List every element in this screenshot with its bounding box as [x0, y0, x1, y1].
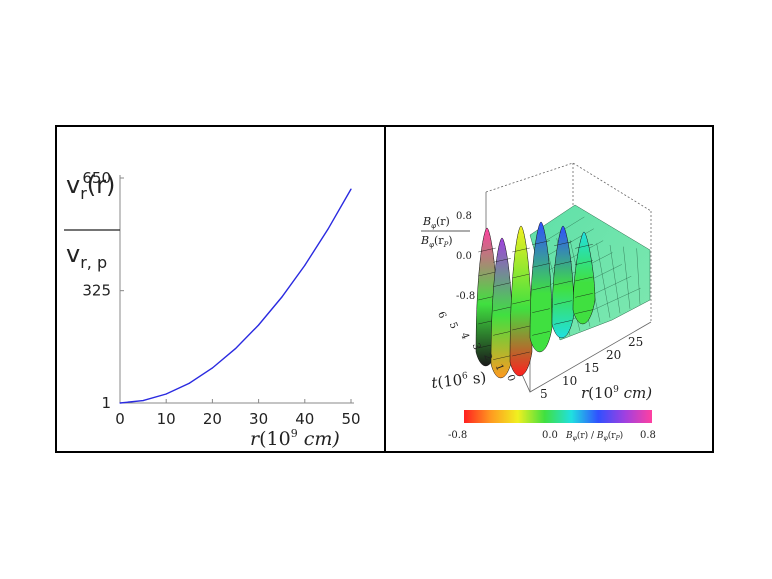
ridge-mesh-line [493, 282, 511, 287]
series-point [142, 399, 144, 402]
ridge-mesh-line [512, 325, 530, 331]
colorbar-min-label: -0.8 [448, 430, 467, 441]
series-point [188, 382, 190, 384]
ridge-mesh-line [478, 271, 496, 277]
colorbar-max-label: 0.8 [640, 430, 656, 441]
series-point [165, 393, 167, 395]
zlabel-den: Bφ(rP) [420, 234, 453, 249]
t-tick-label: 4 [458, 331, 471, 341]
mesh-line [596, 243, 611, 318]
z-tick-label: -0.8 [456, 291, 475, 302]
t-tick-label: 6 [435, 310, 448, 320]
ridge-mesh-line [554, 300, 572, 305]
z-tick-label: 0.8 [456, 211, 472, 222]
ridge-mesh-line [493, 306, 511, 312]
series-point [304, 264, 306, 266]
ridge-mesh-line [478, 247, 496, 253]
t-tick-label: 2 [481, 352, 494, 362]
box-top-back-edge [485, 162, 652, 212]
mesh-line [636, 248, 641, 305]
ylabel-den: vr, p [66, 240, 107, 272]
ridge-mesh-line [554, 241, 572, 246]
ridge-mesh-line [512, 299, 530, 305]
t-axis-label: t(106 s) [431, 368, 488, 392]
left-x-tick-label: 30 [249, 410, 268, 428]
ridge-mesh-line [554, 280, 572, 286]
z-tick-labels: 0.8 0.0 -0.8 [456, 211, 475, 302]
series-point [258, 324, 260, 326]
ridge-mesh-line [532, 331, 550, 336]
series-point [350, 188, 352, 190]
mesh-line [609, 244, 621, 314]
ridge-mesh-line [493, 331, 511, 336]
left-series [119, 188, 352, 404]
left-y-tick-label: 1 [101, 394, 111, 412]
left-axes [119, 175, 354, 404]
r-tick-label: 5 [540, 387, 548, 401]
t-tick-label: 0 [504, 373, 517, 383]
z-tick-label: 0.0 [456, 251, 472, 262]
surface-ridge [490, 237, 514, 378]
panel-divider [384, 125, 386, 453]
t-tick-label: 3 [470, 342, 483, 352]
ridge-mesh-line [493, 355, 511, 360]
left-tick-labels: 0 10 20 30 40 50 1 325 650 [82, 169, 360, 428]
ridge-mesh-line [512, 273, 530, 279]
mesh-line [623, 246, 631, 309]
left-x-label: r(109 cm) [250, 427, 340, 450]
left-x-tick-label: 40 [295, 410, 314, 428]
colorbar-mid-label: 0.0 [542, 430, 558, 441]
left-x-tick-label: 0 [115, 410, 125, 428]
surface-oscillations [475, 221, 596, 378]
r-tick-labels: 5 10 15 20 25 [540, 335, 643, 401]
r-tick-label: 15 [584, 361, 599, 375]
ridge-mesh-line [512, 351, 530, 357]
r-tick-label: 25 [628, 335, 643, 349]
ridge-mesh-line [493, 258, 511, 263]
colorbar-caption: Bφ(r) / Bφ(rP) [565, 430, 623, 442]
ridge-mesh-line [575, 260, 593, 265]
colorbar [464, 410, 652, 423]
ridge-mesh-line [575, 293, 593, 298]
series-point [327, 228, 329, 230]
ridge-mesh-line [554, 320, 572, 325]
r-tick-label: 10 [562, 374, 577, 388]
surface-ridge [509, 225, 533, 376]
ridge-mesh-line [532, 263, 550, 268]
z-axis-label: Bφ(r) Bφ(rP) [420, 215, 470, 249]
zlabel-num: Bφ(r) [422, 215, 450, 230]
left-y-label: vr(r) vr, p [64, 171, 120, 272]
ridge-mesh-line [575, 244, 593, 249]
surface-ridge [551, 225, 575, 338]
r-tick-label: 20 [606, 348, 621, 362]
series-point [234, 347, 237, 350]
ridge-mesh-line [532, 285, 550, 291]
series-point [119, 402, 121, 404]
ridge-mesh-line [512, 247, 530, 253]
surface-ridge [529, 221, 553, 352]
left-x-tick-label: 50 [341, 410, 360, 428]
left-x-tick-label: 20 [203, 410, 222, 428]
series-point [211, 367, 213, 369]
left-y-tick-label: 325 [82, 282, 111, 300]
r-axis-label: r(109 cm) [581, 384, 652, 402]
ridge-mesh-line [575, 276, 593, 282]
t-tick-label: 1 [493, 363, 506, 373]
ridge-mesh-line [554, 261, 572, 266]
left-y-tick-label: 650 [82, 169, 111, 187]
ridge-mesh-line [532, 308, 550, 313]
series-point [281, 296, 283, 298]
ridge-mesh-line [532, 240, 550, 245]
ridge-mesh-line [575, 309, 593, 314]
surface-ridge [572, 231, 596, 324]
ylabel-num: vr(r) [66, 171, 115, 203]
mesh-line [541, 240, 604, 275]
left-x-tick-label: 10 [157, 410, 176, 428]
t-tick-label: 5 [447, 321, 460, 331]
